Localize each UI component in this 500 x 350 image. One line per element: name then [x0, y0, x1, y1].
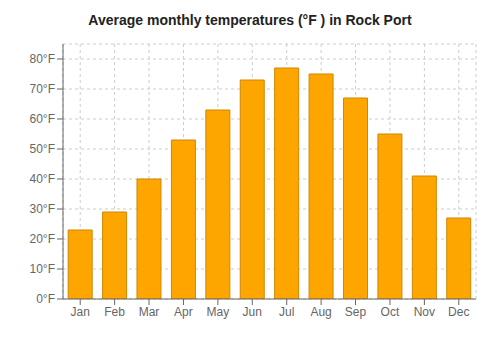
svg-text:Jun: Jun: [243, 305, 262, 319]
svg-text:Mar: Mar: [139, 305, 160, 319]
svg-text:0°F: 0°F: [36, 292, 55, 306]
svg-text:50°F: 50°F: [30, 142, 55, 156]
svg-text:20°F: 20°F: [30, 232, 55, 246]
svg-text:May: May: [207, 305, 230, 319]
svg-text:Apr: Apr: [174, 305, 193, 319]
svg-text:40°F: 40°F: [30, 172, 55, 186]
svg-text:30°F: 30°F: [30, 202, 55, 216]
svg-text:Jan: Jan: [71, 305, 90, 319]
svg-text:80°F: 80°F: [30, 52, 55, 66]
svg-text:Oct: Oct: [381, 305, 400, 319]
svg-text:70°F: 70°F: [30, 82, 55, 96]
svg-text:Sep: Sep: [345, 305, 367, 319]
svg-text:Aug: Aug: [310, 305, 331, 319]
svg-text:10°F: 10°F: [30, 262, 55, 276]
svg-text:Jul: Jul: [279, 305, 294, 319]
html-text:Average monthly temperatures (: Average monthly temperatures (°F ) in Ro…: [88, 12, 412, 28]
svg-text:60°F: 60°F: [30, 112, 55, 126]
svg-text:Nov: Nov: [414, 305, 435, 319]
svg-text:Dec: Dec: [448, 305, 469, 319]
svg-text:Feb: Feb: [104, 305, 125, 319]
